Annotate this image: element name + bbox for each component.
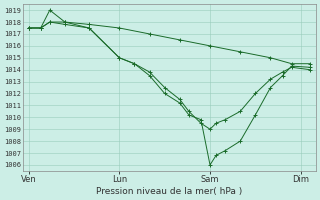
X-axis label: Pression niveau de la mer( hPa ): Pression niveau de la mer( hPa ) <box>96 187 242 196</box>
